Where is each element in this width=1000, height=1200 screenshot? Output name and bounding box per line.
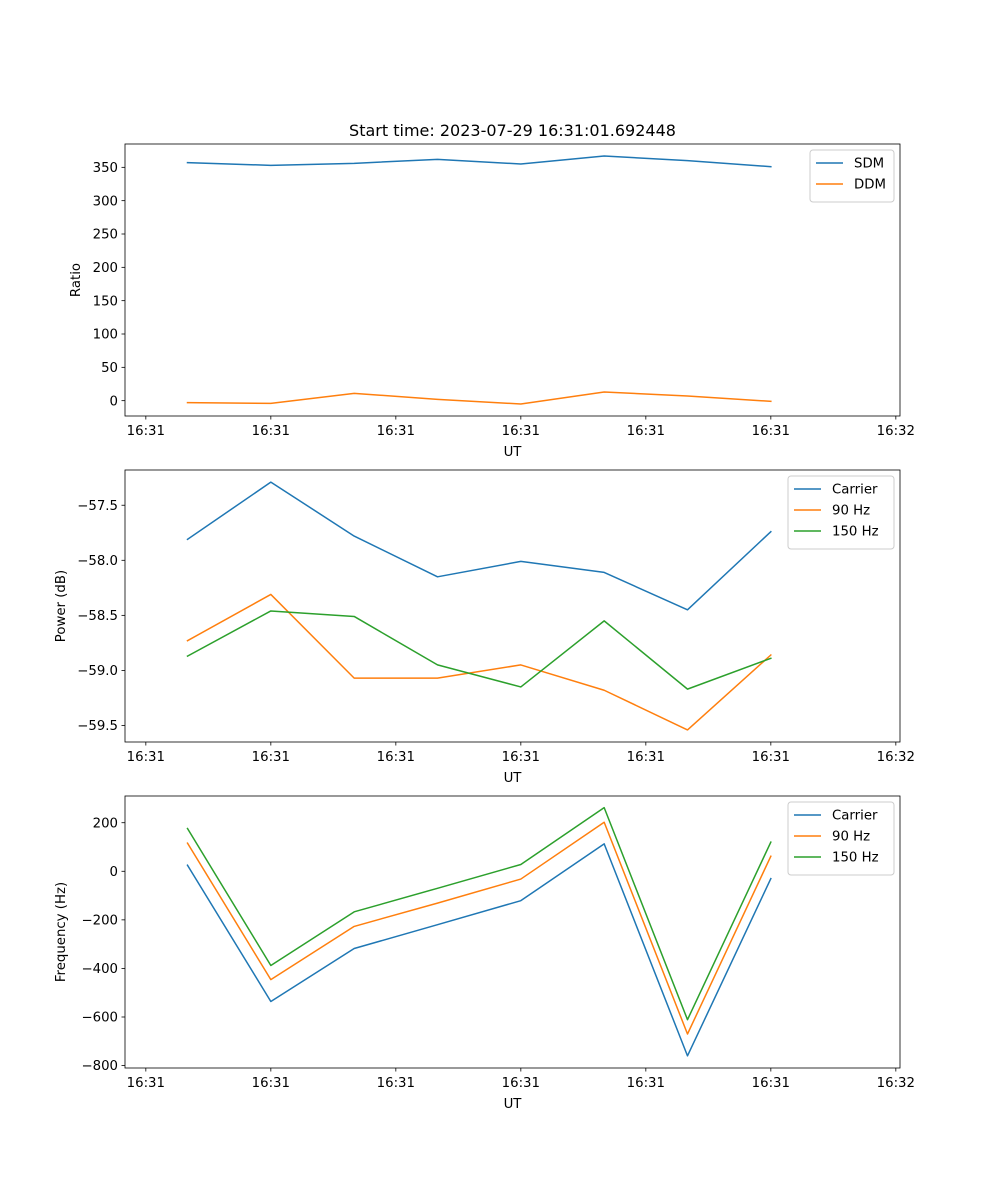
y-tick-label: −58.5	[77, 609, 118, 624]
legend-label: SDM	[854, 157, 884, 172]
y-tick-label: −59.5	[77, 719, 118, 734]
x-tick-label: 16:31	[252, 750, 290, 765]
chart-title: Start time: 2023-07-29 16:31:01.692448	[349, 121, 676, 140]
y-tick-label: 200	[93, 261, 118, 276]
x-tick-label: 16:31	[627, 424, 665, 439]
x-tick-label: 16:32	[877, 1076, 915, 1091]
legend-label: Carrier	[832, 483, 878, 498]
x-axis-label: UT	[504, 445, 523, 460]
x-tick-label: 16:31	[627, 750, 665, 765]
series-line-ddm	[186, 391, 772, 405]
series-line-carrier	[186, 843, 772, 1057]
legend-label: DDM	[854, 178, 886, 193]
legend-label: Carrier	[832, 809, 878, 824]
series-line-90-hz	[186, 821, 772, 1035]
y-tick-label: −400	[81, 962, 118, 977]
series-line-90-hz	[186, 593, 772, 731]
y-tick-label: −57.5	[77, 499, 118, 514]
y-tick-label: 250	[93, 228, 118, 243]
x-tick-label: 16:31	[127, 750, 165, 765]
legend: SDM DDM	[809, 149, 895, 203]
x-tick-label: 16:31	[752, 750, 790, 765]
x-axis-label: UT	[504, 1097, 523, 1112]
y-tick-label: 300	[93, 194, 118, 209]
y-tick-label: 50	[101, 361, 118, 376]
legend: Carrier 90 Hz 150 Hz	[787, 801, 895, 876]
series-line-150-hz	[186, 610, 772, 690]
y-tick-label: −600	[81, 1011, 118, 1026]
y-tick-label: 350	[93, 161, 118, 176]
axes-frame	[124, 143, 901, 417]
x-tick-label: 16:31	[752, 1076, 790, 1091]
chart-panel-power: 16:31 16:31 16:31 16:31 16:31 16:31 16:32 −59.5…	[54, 469, 915, 786]
y-tick-label: 0	[110, 865, 118, 880]
y-tick-label: −59.0	[77, 664, 118, 679]
x-tick-label: 16:31	[127, 1076, 165, 1091]
x-tick-label: 16:31	[377, 750, 415, 765]
series-line-carrier	[186, 481, 772, 611]
x-tick-label: 16:32	[877, 750, 915, 765]
y-tick-label: −800	[81, 1059, 118, 1074]
x-tick-label: 16:31	[377, 424, 415, 439]
y-axis-label: Frequency (Hz)	[54, 882, 69, 982]
x-tick-label: 16:31	[252, 1076, 290, 1091]
y-axis-label: Ratio	[69, 263, 84, 297]
x-tick-label: 16:31	[752, 424, 790, 439]
y-tick-label: 100	[93, 328, 118, 343]
axes-frame	[124, 469, 901, 743]
series-line-sdm	[186, 155, 772, 168]
x-tick-label: 16:31	[502, 750, 540, 765]
x-tick-label: 16:31	[252, 424, 290, 439]
legend-label: 150 Hz	[832, 525, 879, 540]
y-tick-label: 0	[110, 394, 118, 409]
series-line-150-hz	[186, 806, 772, 1021]
x-tick-label: 16:31	[377, 1076, 415, 1091]
axes-frame	[124, 795, 901, 1069]
legend: Carrier 90 Hz 150 Hz	[787, 475, 895, 550]
chart-panel-freq: 16:31 16:31 16:31 16:31 16:31 16:31 16:32 −800 −…	[54, 795, 915, 1112]
x-axis-label: UT	[504, 771, 523, 786]
y-tick-label: −200	[81, 913, 118, 928]
y-axis-label: Power (dB)	[54, 570, 69, 642]
legend-label: 90 Hz	[832, 830, 870, 845]
legend-label: 90 Hz	[832, 504, 870, 519]
y-tick-label: −58.0	[77, 554, 118, 569]
y-tick-label: 150	[93, 294, 118, 309]
x-tick-label: 16:31	[502, 1076, 540, 1091]
y-tick-label: 200	[93, 816, 118, 831]
x-tick-label: 16:31	[627, 1076, 665, 1091]
legend-label: 150 Hz	[832, 851, 879, 866]
x-tick-label: 16:31	[127, 424, 165, 439]
x-tick-label: 16:32	[877, 424, 915, 439]
x-tick-label: 16:31	[502, 424, 540, 439]
chart-panel-ratio: 16:31 16:31 16:31 16:31 16:31 16:31 16:32 0 50 10…	[69, 143, 915, 460]
